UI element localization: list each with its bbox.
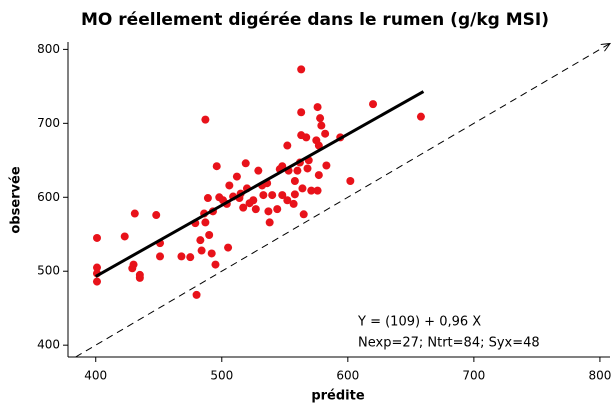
point — [289, 199, 298, 208]
point — [92, 233, 101, 242]
point — [201, 218, 210, 227]
point — [283, 141, 292, 150]
y-tick-label: 500 — [37, 264, 60, 278]
chart-title: MO réellement digérée dans le rumen (g/k… — [81, 10, 549, 30]
point — [264, 207, 273, 216]
point — [313, 103, 322, 112]
point — [321, 129, 330, 138]
point — [317, 121, 326, 130]
point — [283, 196, 292, 205]
point — [192, 290, 201, 299]
point — [130, 209, 139, 218]
point — [278, 162, 287, 171]
y-tick-label: 600 — [37, 190, 60, 204]
point — [224, 243, 233, 252]
equation: Y = (109) + 0,96 X — [357, 315, 481, 330]
y-axis-label: observée — [9, 166, 24, 233]
point — [177, 252, 186, 261]
point — [152, 211, 161, 220]
point — [314, 141, 323, 150]
point — [254, 166, 263, 175]
point — [135, 273, 144, 282]
x-tick-label: 700 — [462, 369, 485, 383]
point — [211, 260, 220, 269]
point — [290, 190, 299, 199]
x-tick-label: 800 — [588, 369, 611, 383]
point — [232, 172, 241, 181]
point — [225, 181, 234, 190]
point — [297, 65, 306, 74]
point — [416, 112, 425, 121]
x-tick-label: 600 — [336, 369, 359, 383]
point — [369, 100, 378, 109]
point — [302, 133, 311, 142]
point — [322, 161, 331, 170]
point — [259, 191, 268, 200]
point — [298, 184, 307, 193]
point — [303, 164, 312, 173]
point — [239, 203, 248, 212]
point — [251, 205, 260, 214]
x-tick-label: 400 — [84, 369, 107, 383]
point — [299, 210, 308, 219]
point — [197, 246, 206, 255]
point — [265, 218, 274, 227]
point — [313, 186, 322, 195]
point — [92, 277, 101, 286]
x-axis-label: prédite — [311, 389, 365, 404]
y-tick-label: 400 — [37, 338, 60, 352]
point — [205, 230, 214, 239]
point — [203, 194, 212, 203]
point — [273, 205, 282, 214]
y-tick-label: 800 — [37, 42, 60, 56]
point — [290, 177, 299, 186]
point — [249, 196, 258, 205]
point — [293, 166, 302, 175]
point — [196, 236, 205, 245]
point — [212, 162, 221, 171]
point — [316, 114, 325, 123]
y-tick-label: 700 — [37, 116, 60, 130]
point — [314, 171, 323, 180]
identity-line — [75, 43, 610, 358]
point — [92, 263, 101, 272]
point — [201, 115, 210, 124]
point — [241, 159, 250, 168]
point — [346, 177, 355, 186]
point — [278, 191, 287, 200]
point — [297, 108, 306, 117]
x-tick-label: 500 — [210, 369, 233, 383]
point — [128, 264, 137, 273]
point — [268, 191, 277, 200]
regression-line — [94, 90, 425, 278]
point — [207, 249, 216, 258]
point — [186, 253, 195, 262]
point — [156, 252, 165, 261]
point — [307, 186, 316, 195]
point — [120, 232, 129, 241]
stats: Nexp=27; Ntrt=84; Syx=48 — [358, 336, 540, 351]
